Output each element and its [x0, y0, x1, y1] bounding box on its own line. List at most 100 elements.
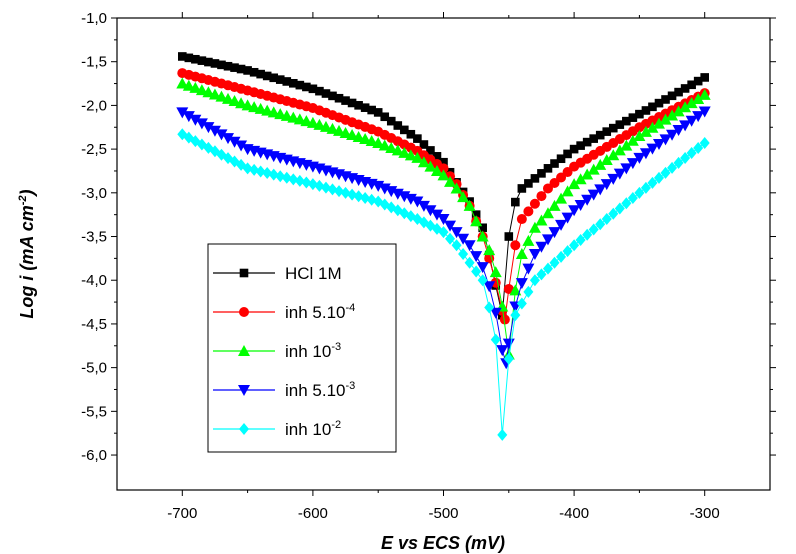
x-tick-label: -600 — [298, 505, 328, 522]
data-point — [235, 140, 248, 152]
data-point — [699, 136, 710, 149]
data-point — [628, 113, 638, 122]
data-point — [601, 213, 612, 226]
data-point — [489, 266, 502, 278]
data-point — [635, 109, 644, 119]
data-point — [672, 125, 685, 137]
data-point — [581, 168, 594, 180]
data-point — [581, 194, 594, 206]
data-point — [275, 170, 286, 183]
data-point — [510, 309, 521, 322]
legend-marker — [239, 307, 249, 317]
data-point — [550, 159, 559, 168]
data-point — [561, 212, 574, 224]
data-point — [406, 129, 416, 139]
data-point — [661, 95, 670, 104]
data-point — [249, 163, 260, 176]
data-point — [256, 69, 265, 79]
data-point — [315, 86, 324, 96]
data-point — [680, 84, 690, 93]
data-point — [574, 173, 587, 185]
data-point — [674, 87, 683, 97]
data-point — [439, 157, 448, 167]
legend-item: inh 10-2 — [213, 419, 341, 439]
data-point — [359, 132, 372, 144]
x-tick-label: -400 — [559, 505, 589, 522]
y-tick-label: -1,5 — [81, 54, 107, 71]
data-point — [438, 226, 449, 239]
data-point — [450, 182, 463, 194]
data-point — [634, 186, 645, 199]
series-5 — [177, 128, 710, 441]
data-point — [516, 297, 527, 310]
data-point — [411, 196, 424, 208]
data-point — [476, 262, 489, 274]
data-point — [582, 137, 592, 147]
data-point — [458, 248, 469, 260]
data-point — [490, 333, 501, 346]
data-point — [195, 118, 208, 130]
data-point — [470, 251, 483, 263]
data-point — [555, 219, 568, 231]
y-tick-label: -3,0 — [81, 185, 107, 202]
data-point — [489, 307, 502, 319]
data-point — [568, 178, 581, 190]
legend-label: inh 5.10-3 — [285, 380, 355, 400]
data-point — [523, 285, 534, 298]
data-point — [529, 198, 540, 209]
data-point — [341, 96, 350, 105]
legend: HCl 1M inh 5.10-4 inh 10-3 inh 5.10-3 inh 10… — [207, 243, 397, 453]
data-point — [541, 207, 554, 219]
data-point — [673, 156, 684, 169]
data-point — [347, 98, 357, 108]
data-point — [582, 228, 593, 241]
data-point — [536, 268, 547, 281]
data-point — [326, 122, 339, 134]
data-point — [294, 174, 305, 187]
data-point — [242, 162, 253, 175]
data-point — [208, 88, 221, 100]
y-axis-title: Log i (mA cm-2) — [17, 189, 37, 318]
data-point — [222, 92, 235, 104]
data-point — [347, 188, 358, 201]
data-point — [328, 91, 337, 101]
data-point — [672, 105, 685, 117]
x-tick-label: -700 — [167, 505, 197, 522]
data-point — [499, 314, 510, 325]
data-point — [574, 200, 587, 212]
data-point — [639, 125, 652, 137]
data-point — [398, 146, 411, 158]
data-point — [189, 114, 202, 126]
data-point — [385, 141, 398, 153]
data-point — [393, 121, 403, 130]
data-point — [556, 250, 567, 263]
data-point — [607, 173, 620, 185]
data-point — [189, 81, 202, 93]
data-point — [542, 262, 553, 275]
data-point — [275, 75, 285, 84]
data-point — [215, 90, 228, 102]
data-point — [504, 232, 514, 241]
data-point — [217, 60, 226, 70]
data-point — [667, 161, 678, 174]
data-point — [367, 105, 376, 115]
data-point — [608, 123, 618, 133]
data-point — [463, 240, 476, 252]
data-point — [182, 79, 195, 91]
data-point — [178, 52, 187, 61]
data-point — [417, 200, 430, 212]
data-point — [639, 148, 652, 160]
data-point — [391, 144, 404, 156]
data-point — [411, 151, 424, 163]
data-point — [386, 116, 396, 126]
data-point — [556, 172, 567, 183]
data-point — [659, 113, 672, 125]
data-point — [365, 134, 378, 146]
y-tick-label: -4,0 — [81, 272, 107, 289]
legend-marker — [239, 268, 249, 278]
data-point — [236, 64, 246, 74]
legend-item: HCl 1M — [213, 264, 342, 283]
data-point — [666, 129, 679, 141]
data-point — [463, 199, 476, 211]
data-point — [477, 274, 488, 287]
